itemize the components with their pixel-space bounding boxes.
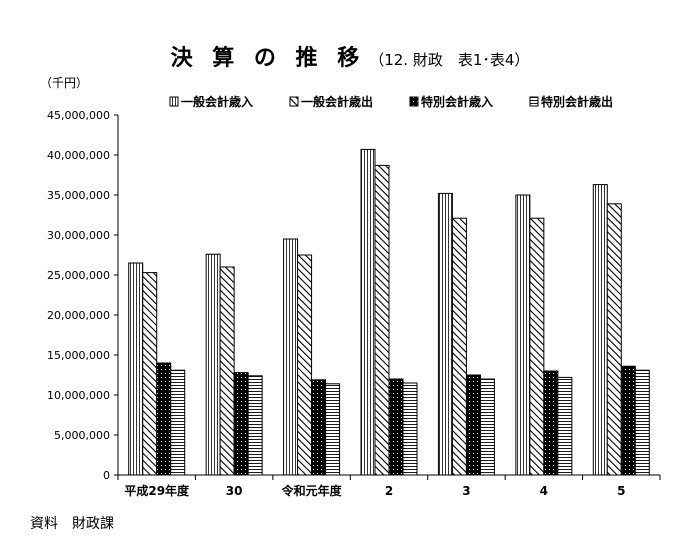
legend-swatch: [289, 96, 299, 107]
bar: [247, 375, 263, 476]
bar: [592, 184, 608, 476]
chart-title-row: 決 算 の 推 移（12. 財政 表1･表4）: [0, 40, 700, 72]
bar: [219, 266, 235, 476]
axis-labels: 0 5,000,000 10,000,000 15,000,000 20,000,000…: [47, 109, 625, 498]
bar: [515, 194, 531, 476]
y-tick-label: 5,000,000: [54, 429, 110, 442]
y-axis-unit-label: （千円）: [40, 76, 89, 90]
bar: [170, 369, 186, 476]
legend-label: 一般会計歳出: [301, 94, 373, 109]
bar: [156, 362, 172, 476]
y-tick-label: 0: [103, 469, 110, 482]
x-tick-label: 2: [385, 484, 393, 498]
y-tick-label: 35,000,000: [47, 189, 110, 202]
x-tick-label: 3: [462, 484, 470, 498]
bar: [402, 382, 418, 476]
y-tick-label: 10,000,000: [47, 389, 110, 402]
bar: [388, 378, 404, 476]
bar: [297, 254, 313, 476]
legend-swatch: [529, 96, 539, 107]
bar: [479, 378, 495, 476]
x-tick-label: 平成29年度: [124, 483, 190, 498]
bar: [205, 253, 221, 476]
legend-label: 特別会計歳入: [421, 94, 493, 109]
bar: [437, 192, 453, 476]
y-tick-label: 20,000,000: [47, 309, 110, 322]
chart-title: 決 算 の 推 移: [170, 46, 366, 71]
x-tick-label: 30: [226, 484, 243, 498]
y-tick-label: 45,000,000: [47, 109, 110, 122]
bar: [620, 365, 636, 476]
bar: [374, 164, 390, 476]
bar: [557, 376, 573, 476]
x-tick-label: 4: [540, 484, 548, 498]
x-tick-label: 5: [617, 484, 625, 498]
bar: [233, 372, 249, 476]
x-tick-label: 令和元年度: [281, 483, 343, 498]
y-tick-label: 40,000,000: [47, 149, 110, 162]
bar: [311, 379, 327, 476]
bar: [634, 369, 650, 476]
bar: [283, 238, 299, 476]
y-tick-label: 30,000,000: [47, 229, 110, 242]
chart-subtitle: （12. 財政 表1･表4）: [369, 51, 530, 69]
y-tick-label: 15,000,000: [47, 349, 110, 362]
legend: 一般会計歳入 一般会計歳出 特別会計歳入 特別会計歳出: [169, 94, 613, 109]
legend-swatch: [169, 96, 179, 107]
bars: [128, 148, 650, 476]
source-note: 資料 財政課: [30, 516, 114, 532]
bar: [142, 272, 158, 476]
bar: [451, 217, 467, 476]
bar: [128, 262, 144, 476]
bar: [360, 148, 376, 476]
bar: [543, 370, 559, 476]
bar: [606, 203, 622, 476]
legend-swatch: [409, 96, 419, 107]
legend-label: 一般会計歳入: [181, 94, 253, 109]
bar: [529, 217, 545, 476]
bar: [325, 383, 341, 476]
legend-label: 特別会計歳出: [541, 94, 613, 109]
bar: [465, 374, 481, 476]
y-tick-label: 25,000,000: [47, 269, 110, 282]
